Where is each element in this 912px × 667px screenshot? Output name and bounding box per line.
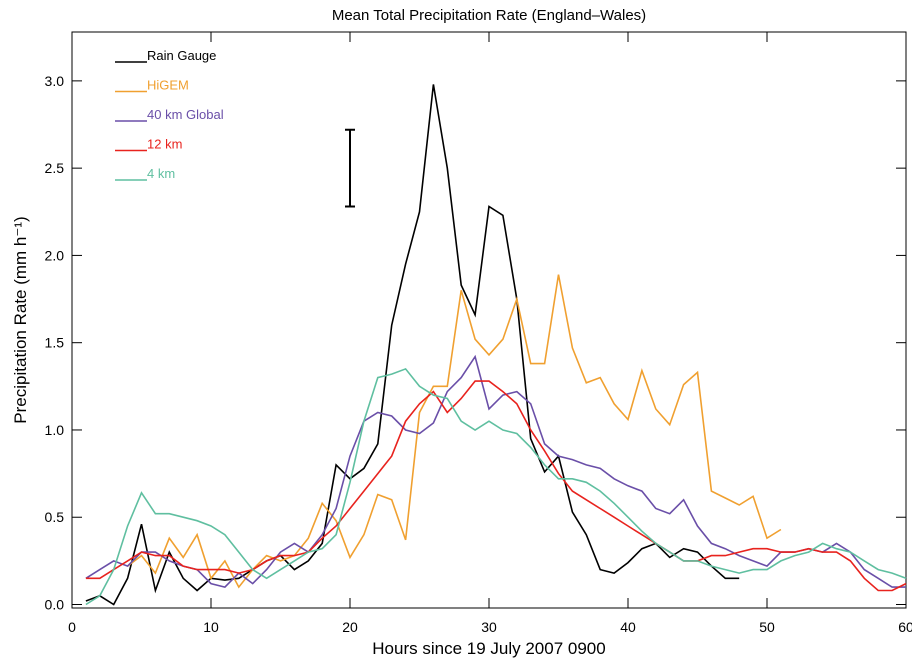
x-axis-label: Hours since 19 July 2007 0900 (372, 639, 605, 658)
x-tick-label: 30 (481, 619, 497, 635)
x-tick-label: 40 (620, 619, 636, 635)
legend-label: HiGEM (147, 78, 189, 93)
series-line (85, 84, 740, 606)
legend-label: 40 km Global (147, 107, 224, 122)
x-tick-label: 10 (203, 619, 219, 635)
legend-label: 4 km (147, 166, 175, 181)
y-tick-label: 1.0 (45, 422, 65, 438)
series-line (85, 367, 907, 606)
error-bar (345, 128, 355, 208)
series-line (127, 274, 782, 589)
x-tick-label: 60 (898, 619, 912, 635)
y-axis-label: Precipitation Rate (mm h⁻¹) (11, 216, 30, 423)
x-tick-label: 20 (342, 619, 358, 635)
series-line (85, 380, 907, 592)
x-tick-label: 0 (68, 619, 76, 635)
series-line (85, 354, 906, 588)
chart-title: Mean Total Precipitation Rate (England–W… (332, 7, 646, 24)
y-tick-label: 0.5 (45, 509, 65, 525)
y-tick-label: 2.0 (45, 247, 65, 263)
y-tick-label: 0.0 (45, 597, 65, 613)
y-tick-label: 3.0 (45, 73, 65, 89)
x-tick-label: 50 (759, 619, 775, 635)
legend-label: 12 km (147, 137, 182, 152)
y-tick-label: 2.5 (45, 160, 65, 176)
legend-label: Rain Gauge (147, 48, 216, 63)
y-tick-label: 1.5 (45, 335, 65, 351)
